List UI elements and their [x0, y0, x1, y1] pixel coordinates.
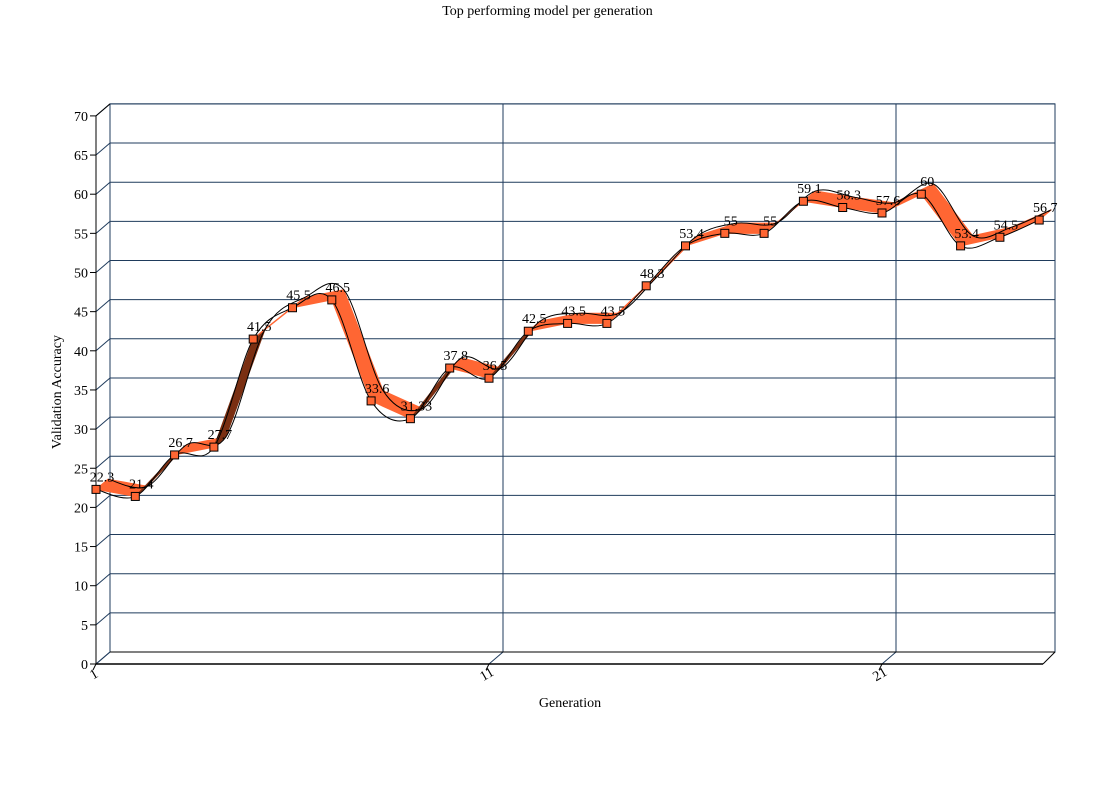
- y-grid-diagonal: [95, 455, 111, 469]
- data-label: 54.5: [994, 218, 1019, 233]
- data-label: 37.8: [443, 349, 468, 364]
- data-point-marker: [1034, 215, 1044, 225]
- series-line-front: [95, 192, 1040, 499]
- data-point-marker: [484, 373, 494, 383]
- data-label: 58.3: [836, 189, 861, 204]
- data-label: 26.7: [168, 436, 193, 451]
- data-label: 55: [763, 214, 777, 229]
- y-grid-diagonal: [95, 495, 111, 508]
- y-tick-label: 25: [74, 462, 88, 477]
- y-tick-label: 10: [74, 580, 88, 595]
- y-tick-label: 5: [81, 619, 88, 634]
- data-point-marker: [366, 396, 376, 406]
- data-point-marker: [288, 303, 297, 313]
- x-tick-label: 11: [478, 665, 497, 685]
- x-axis-end: [1042, 651, 1056, 665]
- data-label: 60: [920, 175, 934, 190]
- x-grid-diagonal: [95, 651, 111, 665]
- y-grid-diagonal: [95, 534, 111, 547]
- y-tick-label: 65: [74, 149, 88, 164]
- data-point-marker: [798, 196, 808, 206]
- y-tick-label: 70: [74, 110, 88, 125]
- data-label: 43.5: [561, 304, 586, 319]
- x-tick-mark: [878, 663, 883, 671]
- y-tick-label: 60: [74, 188, 88, 203]
- data-point-marker: [91, 484, 101, 494]
- data-label: 41.5: [247, 320, 272, 335]
- x-tick-label: 21: [870, 665, 890, 685]
- data-point-marker: [838, 203, 848, 213]
- data-label: 43.5: [601, 304, 626, 319]
- data-point-marker: [170, 450, 180, 460]
- data-label: 59.1: [797, 182, 822, 197]
- data-point-marker: [916, 189, 926, 199]
- data-point-marker: [956, 241, 966, 251]
- y-grid-diagonal: [95, 220, 111, 234]
- data-point-marker: [720, 228, 730, 238]
- y-grid-diagonal: [95, 416, 111, 430]
- y-grid-diagonal: [95, 299, 111, 313]
- data-label: 27.7: [208, 428, 233, 443]
- y-tick-label: 45: [74, 306, 88, 321]
- data-point-marker: [130, 491, 140, 501]
- y-tick-label: 55: [74, 227, 88, 242]
- y-tick-label: 50: [74, 267, 88, 282]
- data-label: 53.4: [954, 227, 979, 242]
- y-grid-diagonal: [95, 573, 111, 587]
- data-point-marker: [641, 281, 651, 291]
- y-tick-label: 30: [74, 423, 88, 438]
- data-label: 53.4: [679, 227, 704, 242]
- data-point-marker: [759, 228, 769, 238]
- x-axis-label: Generation: [538, 696, 602, 711]
- y-grid-diagonal: [95, 338, 111, 352]
- data-label: 48.3: [640, 267, 665, 282]
- data-point-marker: [405, 414, 415, 424]
- data-label: 46.5: [326, 281, 351, 296]
- data-label: 57.6: [876, 194, 901, 209]
- y-grid-diagonal: [95, 260, 111, 273]
- x-grid-diagonal: [881, 651, 897, 665]
- data-point-marker: [327, 295, 337, 305]
- data-point-marker: [248, 334, 258, 344]
- y-tick-label: 0: [81, 658, 88, 673]
- data-point-marker: [681, 241, 690, 251]
- data-point-marker: [523, 326, 533, 336]
- data-label: 45.5: [286, 289, 311, 304]
- y-tick-label: 15: [74, 541, 88, 556]
- y-grid-diagonal: [95, 377, 111, 391]
- y-tick-label: 40: [74, 345, 88, 360]
- y-tick-label: 20: [74, 501, 88, 516]
- data-label: 55: [724, 214, 738, 229]
- data-label: 33.6: [365, 382, 390, 397]
- data-point-marker: [563, 318, 573, 328]
- data-label: 42.5: [522, 312, 547, 327]
- chart-title: Top performing model per generation: [442, 4, 653, 19]
- x-tick-label: 1: [87, 667, 101, 683]
- y-grid-diagonal: [95, 142, 111, 156]
- data-label: 56.7: [1033, 201, 1058, 216]
- y-tick-label: 35: [74, 384, 88, 399]
- y-grid-diagonal: [95, 181, 111, 195]
- x-grid-diagonal: [488, 651, 504, 665]
- x-tick-mark: [92, 663, 97, 671]
- y-grid-diagonal: [95, 612, 111, 626]
- y-axis-label: Validation Accuracy: [50, 335, 65, 449]
- data-point-marker: [209, 442, 219, 452]
- data-point-marker: [445, 363, 455, 373]
- data-point-marker: [602, 318, 612, 328]
- data-point-marker: [995, 232, 1005, 242]
- data-label: 31.33: [401, 400, 433, 415]
- data-label: 36.5: [483, 359, 508, 374]
- series-line-back: [107, 182, 1052, 489]
- data-point-marker: [877, 208, 887, 218]
- x-tick-mark: [485, 663, 490, 671]
- data-label: 22.3: [90, 470, 115, 485]
- data-label: 21.4: [129, 477, 154, 492]
- y-axis-top: [95, 103, 111, 117]
